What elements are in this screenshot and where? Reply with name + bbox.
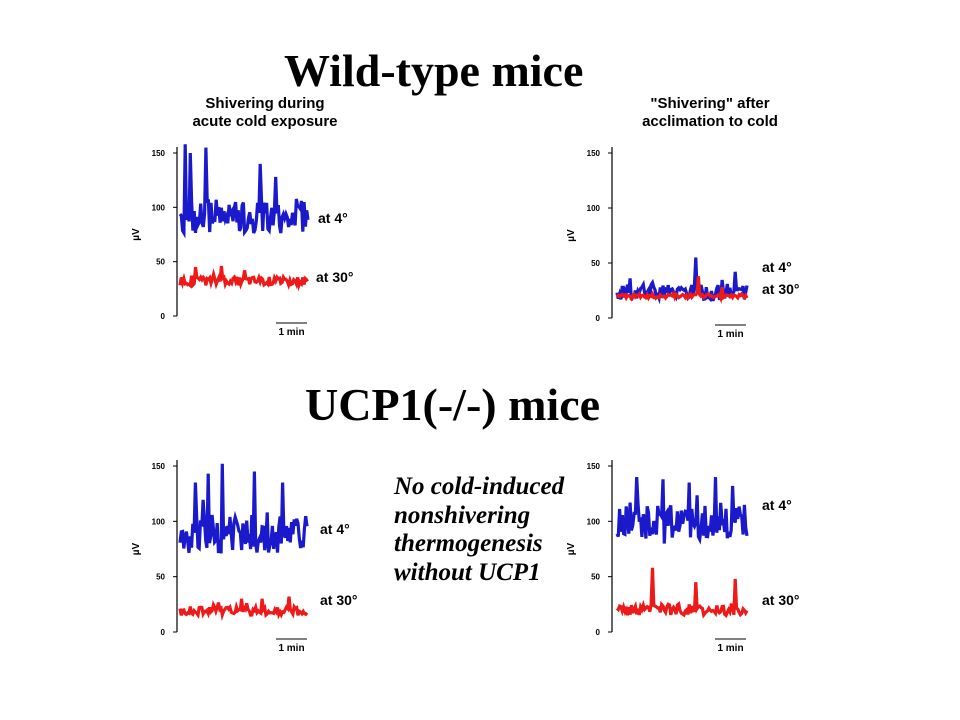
y-tick-label: 100 bbox=[152, 517, 166, 526]
series-trace-at-30 bbox=[615, 567, 749, 619]
y-tick-label: 0 bbox=[161, 628, 166, 637]
wild-type-heading: Wild-type mice bbox=[284, 45, 584, 96]
panel-title-line: "Shivering" after bbox=[650, 95, 770, 112]
note-line: without UCP1 bbox=[394, 558, 541, 586]
y-tick-label: 50 bbox=[156, 258, 165, 267]
y-tick-label: 0 bbox=[596, 314, 601, 323]
series-trace-at-4 bbox=[615, 477, 749, 545]
series-label: at 4° bbox=[762, 497, 792, 513]
time-scale-label: 1 min bbox=[278, 643, 304, 654]
panel-title-line: Shivering during bbox=[205, 95, 325, 112]
y-axis-label: µV bbox=[566, 542, 577, 555]
y-tick-label: 150 bbox=[152, 149, 166, 158]
series-trace-at-4 bbox=[178, 463, 309, 554]
y-tick-label: 50 bbox=[591, 573, 600, 582]
y-axis-label: µV bbox=[131, 542, 142, 555]
y-tick-label: 50 bbox=[591, 259, 600, 268]
y-tick-label: 0 bbox=[596, 628, 601, 637]
panel-title-acute-cold: Shivering during acute cold exposure bbox=[150, 95, 380, 131]
y-tick-label: 50 bbox=[156, 573, 165, 582]
series-label: at 30° bbox=[320, 592, 358, 608]
y-tick-label: 100 bbox=[152, 203, 166, 212]
series-trace-at-30 bbox=[615, 276, 749, 305]
no-thermogenesis-note: No cold-induced nonshivering thermogenes… bbox=[394, 473, 564, 587]
panel-title-line: acute cold exposure bbox=[192, 113, 338, 130]
note-line: No cold-induced bbox=[394, 473, 565, 500]
y-tick-label: 100 bbox=[587, 204, 601, 213]
y-tick-label: 0 bbox=[161, 312, 166, 321]
time-scale-label: 1 min bbox=[717, 643, 743, 654]
series-label: at 4° bbox=[320, 521, 350, 537]
note-line: thermogenesis bbox=[394, 530, 543, 557]
series-trace-at-30 bbox=[178, 596, 309, 622]
y-tick-label: 150 bbox=[587, 149, 601, 158]
y-tick-label: 150 bbox=[587, 462, 601, 471]
time-scale-label: 1 min bbox=[278, 327, 304, 338]
ucp1-knockout-heading: UCP1(-/-) mice bbox=[305, 379, 601, 430]
series-label: at 30° bbox=[762, 281, 800, 297]
panel-title-acclimation: "Shivering" after acclimation to cold bbox=[590, 95, 830, 131]
series-label: at 30° bbox=[316, 269, 354, 285]
series-trace-at-30 bbox=[178, 265, 309, 292]
note-line: nonshivering bbox=[394, 501, 531, 529]
panel-title-line: acclimation to cold bbox=[642, 113, 778, 130]
series-label: at 4° bbox=[318, 210, 348, 226]
y-tick-label: 100 bbox=[587, 517, 601, 526]
y-axis-label: µV bbox=[131, 228, 142, 241]
y-tick-label: 150 bbox=[152, 462, 166, 471]
series-label: at 4° bbox=[762, 259, 792, 275]
series-label: at 30° bbox=[762, 592, 800, 608]
time-scale-label: 1 min bbox=[717, 329, 743, 340]
series-trace-at-4 bbox=[178, 144, 310, 239]
y-axis-label: µV bbox=[566, 229, 577, 242]
